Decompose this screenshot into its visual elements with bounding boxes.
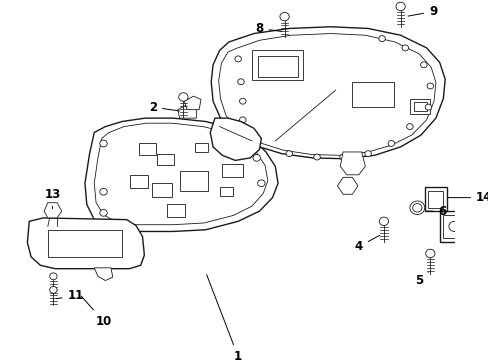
Bar [166,204,185,217]
Polygon shape [184,96,201,110]
Circle shape [463,221,474,231]
Text: 3: 3 [0,359,1,360]
Circle shape [395,2,405,11]
Text: 10: 10 [81,296,111,328]
Text: 6: 6 [426,205,446,218]
Bar [413,102,426,111]
Polygon shape [44,203,61,218]
Polygon shape [337,177,357,194]
Polygon shape [210,118,261,161]
Circle shape [100,210,107,216]
Polygon shape [27,218,144,269]
Bar [157,154,174,166]
Circle shape [100,188,107,195]
Bar [219,188,232,196]
Bar [48,230,122,257]
Circle shape [406,123,412,130]
Bar [251,50,303,80]
Circle shape [378,36,385,41]
Bar [179,171,207,191]
Polygon shape [340,152,365,175]
Text: 1: 1 [206,275,242,360]
Circle shape [425,249,434,258]
Circle shape [229,132,237,139]
Circle shape [237,79,244,85]
Circle shape [425,104,431,110]
Bar [194,144,207,152]
Text: 11: 11 [56,289,83,302]
Circle shape [50,273,57,280]
Circle shape [234,56,241,62]
Polygon shape [178,105,196,118]
Circle shape [239,98,245,104]
Bar [139,144,155,156]
Circle shape [313,154,320,160]
Text: 7: 7 [0,359,1,360]
Circle shape [379,217,388,226]
Bar [151,183,172,197]
Text: 2: 2 [148,101,179,114]
Text: 4: 4 [354,235,379,253]
Circle shape [252,154,260,161]
Polygon shape [85,118,278,231]
Text: 14: 14 [447,191,488,204]
Circle shape [364,151,370,157]
Circle shape [409,201,424,215]
Circle shape [285,151,292,157]
Circle shape [387,140,394,147]
Bar [427,191,443,208]
Bar [129,175,148,188]
Text: 12: 12 [0,359,1,360]
Circle shape [339,154,346,160]
Circle shape [279,12,288,21]
Circle shape [257,180,264,186]
Text: 9: 9 [407,5,436,18]
Circle shape [100,140,107,147]
Text: 13: 13 [44,188,61,209]
Bar [257,55,298,77]
Circle shape [420,62,426,68]
Bar [222,164,242,177]
Bar [439,211,485,242]
Bar [352,82,393,107]
Circle shape [239,117,245,123]
Circle shape [401,45,407,51]
Text: 15: 15 [0,359,1,360]
Circle shape [50,287,57,293]
Circle shape [178,93,187,101]
Circle shape [412,203,421,212]
Bar [443,215,481,238]
Polygon shape [94,268,113,280]
Polygon shape [211,27,444,159]
Bar [424,188,446,211]
Text: 5: 5 [414,272,427,287]
Text: 8: 8 [255,22,281,35]
Circle shape [448,221,459,231]
Circle shape [426,83,433,89]
Bar [409,99,429,114]
